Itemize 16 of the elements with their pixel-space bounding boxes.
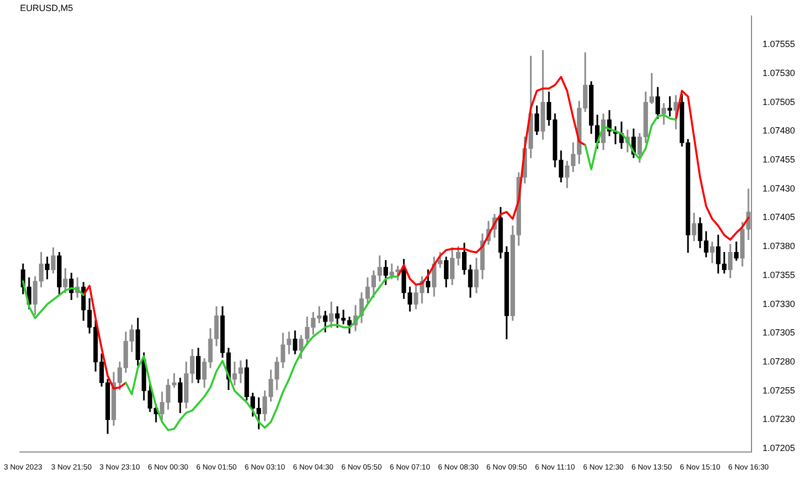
y-tick-label: 1.07305 — [762, 328, 796, 338]
y-tick-label: 1.07355 — [762, 270, 796, 280]
y-tick-label: 1.07455 — [762, 154, 796, 165]
y-tick-label: 1.07530 — [762, 68, 796, 78]
y-tick-label: 1.07505 — [762, 96, 796, 107]
y-tick-label: 1.07255 — [762, 385, 796, 396]
y-tick-label: 1.07330 — [762, 298, 796, 309]
y-tick-label: 1.07230 — [762, 414, 796, 424]
y-tick-label: 1.07555 — [762, 39, 796, 50]
y-tick-label: 1.07405 — [762, 212, 796, 222]
y-tick-label: 1.07430 — [762, 183, 796, 194]
y-tick-label: 1.07480 — [762, 126, 796, 136]
chart-title: EURUSD,M5 — [20, 2, 74, 13]
y-tick-label: 1.07380 — [762, 241, 796, 252]
y-tick-label: 1.07280 — [762, 356, 796, 366]
y-tick-label: 1.07205 — [762, 443, 796, 454]
